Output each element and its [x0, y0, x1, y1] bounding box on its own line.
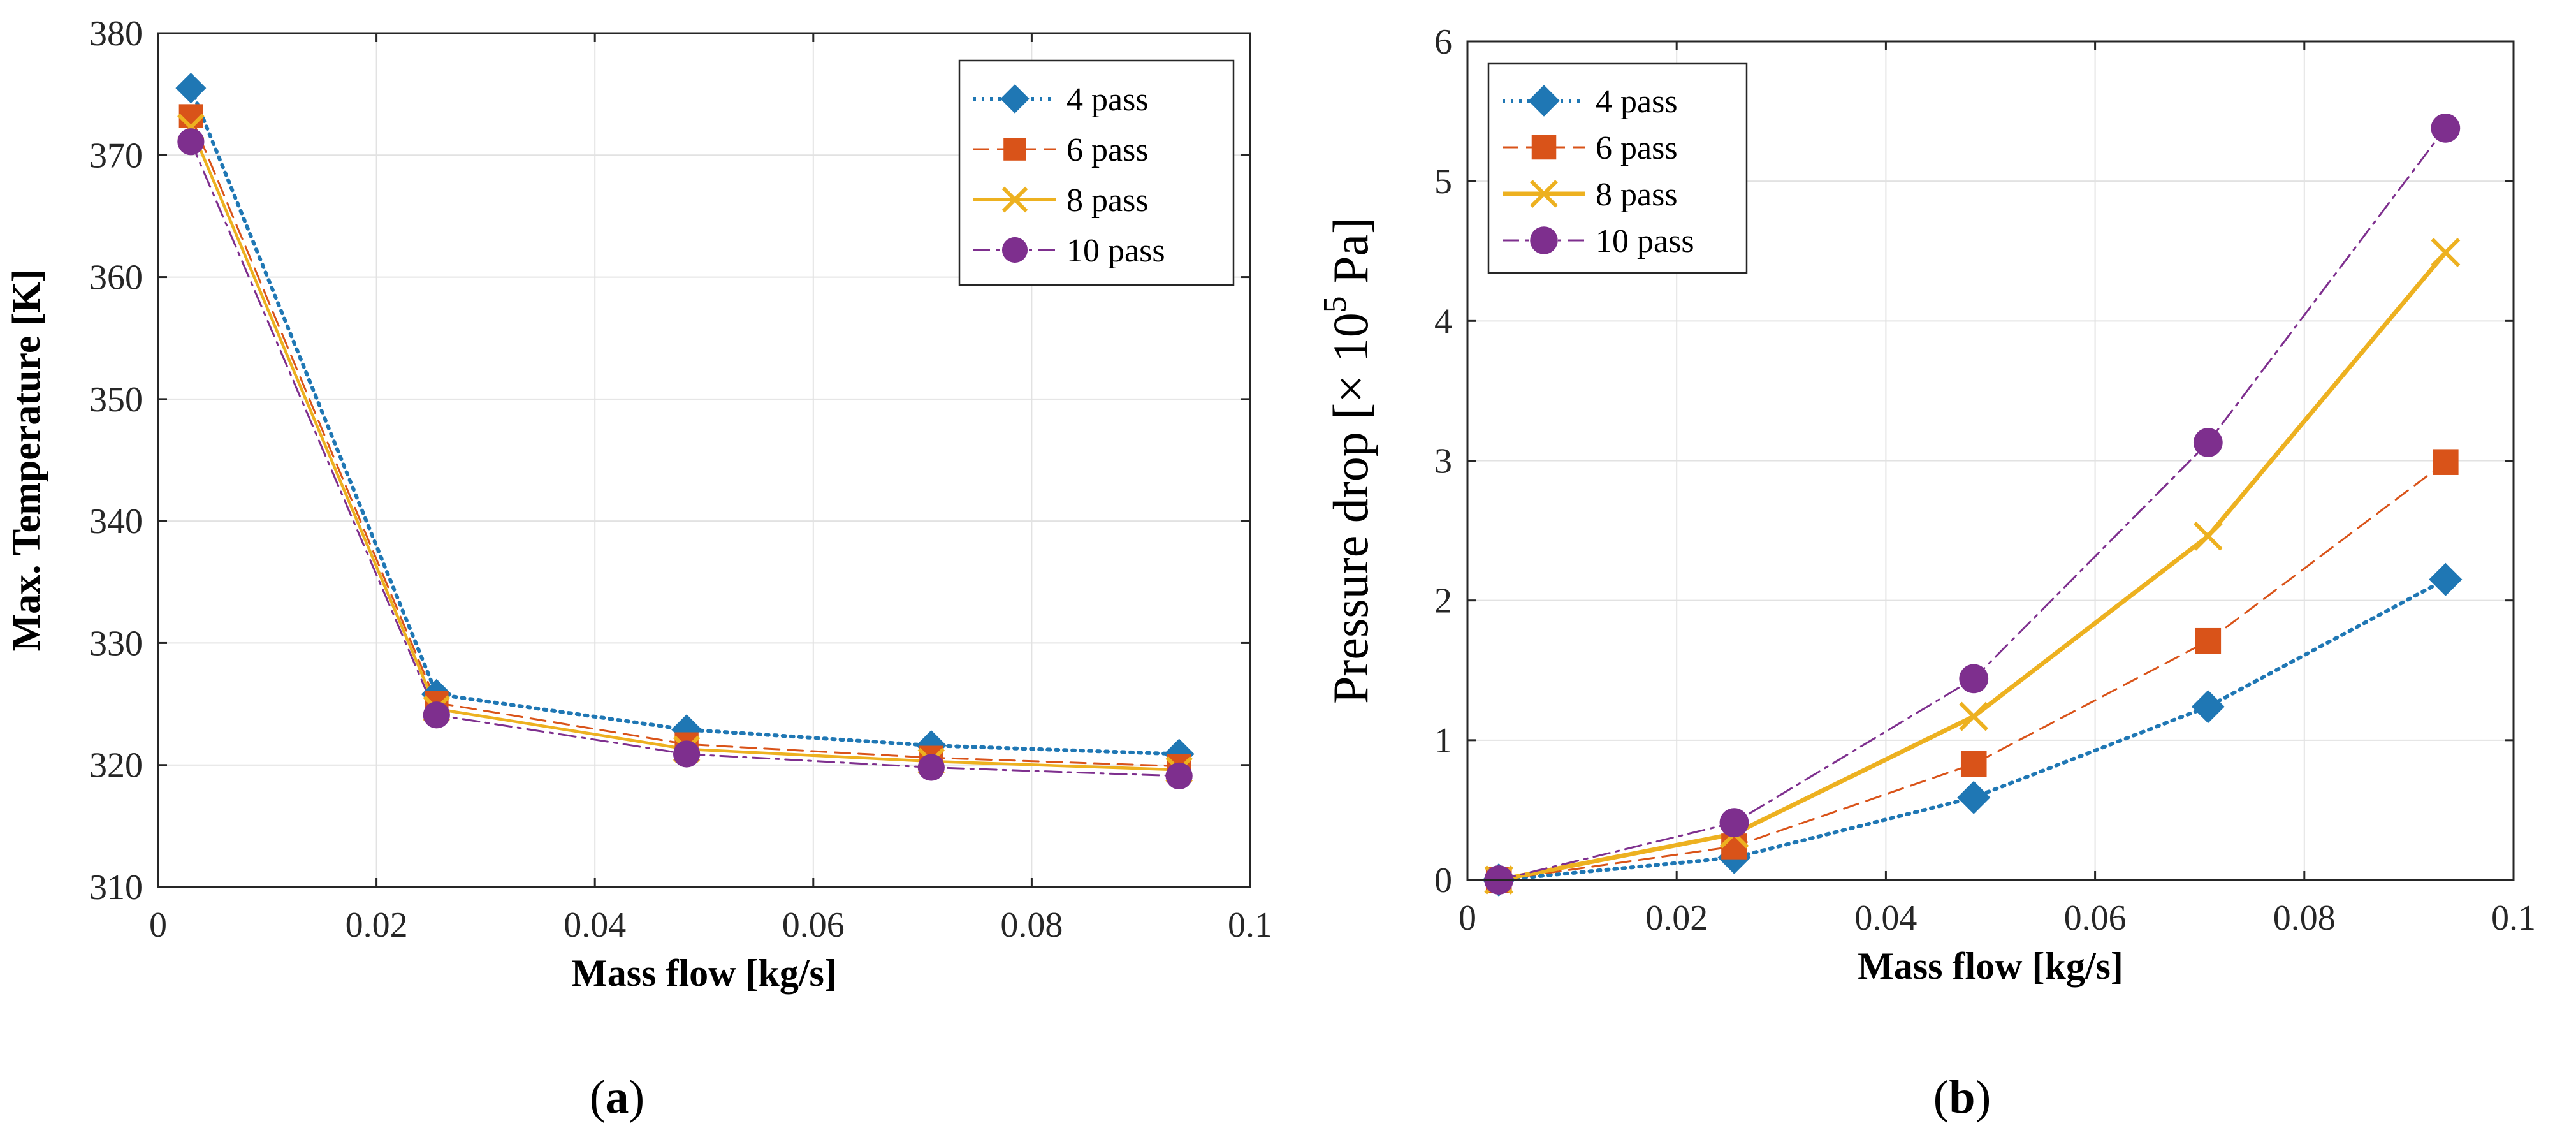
data-point-6-pass	[2195, 627, 2222, 654]
chart-panel-a: 0 0.02 0.04 0.06 0.08 0.1 310 320 330 340 350 360 37…	[5, 14, 1272, 994]
axes-box	[157, 32, 1251, 888]
data-point-10-pass	[2193, 428, 2223, 457]
legend-marker	[1000, 84, 1030, 114]
x-tick-label: 0.06	[782, 905, 845, 945]
legend-label: 10 pass	[1596, 223, 1694, 260]
data-point-4-pass	[2191, 690, 2225, 724]
y-tick-label: 380	[89, 14, 143, 54]
y-tick-label: 6	[1434, 22, 1452, 62]
y-axis-label: Max. Temperature [K]	[5, 269, 48, 652]
chart-panel-b: 0 0.02 0.04 0.06 0.08 0.1 0 1 2 3 4 5 6 Mass flow [kg…	[1317, 22, 2536, 987]
y-tick-label: 5	[1434, 162, 1452, 201]
caption-b: (b)	[1933, 1071, 1991, 1124]
y-tick-label: 1	[1434, 721, 1452, 761]
legend-label: 8 pass	[1066, 182, 1149, 219]
data-point-6-pass	[178, 104, 203, 128]
legend-marker	[1530, 226, 1558, 254]
legend-marker	[1530, 180, 1558, 208]
data-point-8-pass	[2193, 521, 2223, 551]
data-point-6-pass	[1721, 833, 1747, 860]
y-tick-label: 330	[89, 624, 143, 663]
x-tick-label: 0.06	[2064, 898, 2127, 938]
x-tick-label: 0.1	[2491, 898, 2536, 938]
x-axis-label: Mass flow [kg/s]	[1858, 945, 2123, 987]
legend-label: 10 pass	[1066, 233, 1165, 269]
x-tick-label: 0	[149, 905, 167, 945]
series-line-6-pass	[189, 115, 1181, 768]
legend-marker	[1001, 186, 1028, 213]
y-tick-label: 360	[89, 258, 143, 298]
legend-marker	[1531, 135, 1557, 160]
x-tick-label: 0.1	[1228, 905, 1272, 945]
legend-label: 8 pass	[1596, 177, 1678, 213]
data-point-10-pass	[917, 754, 945, 781]
x-tick-label: 0.04	[564, 905, 626, 945]
series-line-10-pass	[189, 140, 1181, 777]
data-point-10-pass	[1959, 664, 1989, 694]
y-tick-label: 0	[1434, 861, 1452, 900]
legend-label: 4 pass	[1596, 84, 1678, 120]
data-point-10-pass	[673, 740, 701, 768]
legend-marker	[1001, 237, 1028, 263]
data-point-8-pass	[2431, 238, 2461, 267]
data-point-10-pass	[177, 128, 205, 156]
legend-marker	[1003, 138, 1026, 161]
y-tick-label: 3	[1434, 442, 1452, 481]
x-tick-label: 0.08	[2273, 898, 2336, 938]
legend-label: 6 pass	[1066, 132, 1149, 168]
data-point-10-pass	[1719, 808, 1749, 838]
y-tick-label: 340	[89, 502, 143, 541]
caption-a: (a)	[590, 1071, 644, 1124]
x-tick-label: 0.02	[346, 905, 408, 945]
x-tick-label: 0.08	[1000, 905, 1063, 945]
data-point-4-pass	[1957, 780, 1991, 814]
y-tick-label: 4	[1434, 302, 1452, 341]
y-tick-label: 350	[89, 380, 143, 420]
y-tick-label: 370	[89, 136, 143, 175]
x-tick-label: 0.02	[1645, 898, 1708, 938]
x-tick-label: 0.04	[1854, 898, 1917, 938]
data-point-4-pass	[175, 73, 207, 104]
data-point-10-pass	[423, 701, 450, 729]
data-point-10-pass	[2431, 114, 2461, 143]
legend-label: 4 pass	[1066, 82, 1149, 118]
x-axis-label: Mass flow [kg/s]	[571, 952, 837, 994]
data-point-4-pass	[2429, 562, 2463, 596]
data-point-8-pass	[1959, 701, 1989, 731]
data-point-10-pass	[1165, 762, 1193, 790]
y-tick-label: 310	[89, 868, 143, 907]
legend-label: 6 pass	[1596, 130, 1678, 166]
series-line-6-pass	[1497, 461, 2447, 881]
data-point-6-pass	[2433, 449, 2459, 475]
x-tick-label: 0	[1459, 898, 1476, 938]
legend-marker	[1528, 85, 1560, 117]
y-tick-label: 320	[89, 746, 143, 786]
y-axis-label: Pressure drop [× 105 Pa]	[1317, 217, 1378, 704]
y-tick-label: 2	[1434, 582, 1452, 621]
data-point-6-pass	[1960, 751, 1987, 777]
